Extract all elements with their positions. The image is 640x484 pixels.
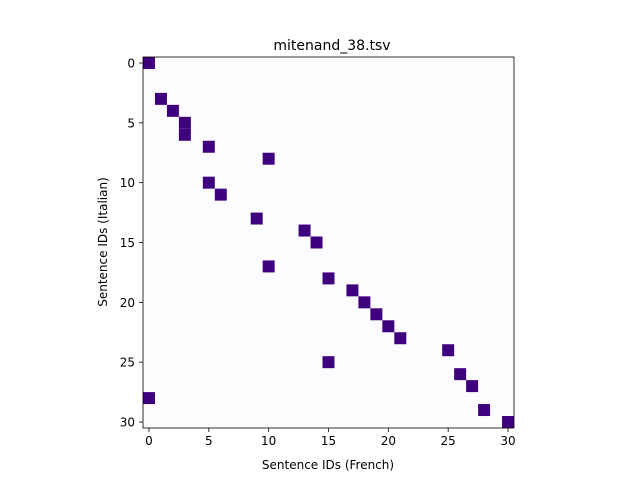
y-tick-label: 30	[120, 416, 135, 430]
heatmap-cell	[143, 57, 155, 69]
heatmap-cell	[502, 416, 514, 428]
x-tick-label: 30	[500, 434, 515, 448]
heatmap-cell	[322, 356, 335, 369]
heatmap-cell	[394, 332, 407, 345]
x-axis: 0 5 10 15 20 25 30	[145, 428, 516, 448]
x-tick-label: 15	[321, 434, 336, 448]
y-tick-label: 20	[120, 296, 135, 310]
y-axis-label: Sentence IDs (Italian)	[96, 177, 110, 307]
y-tick-label: 15	[120, 236, 135, 250]
x-tick-label: 0	[145, 434, 153, 448]
plot-area	[142, 56, 515, 429]
x-tick-label: 10	[261, 434, 276, 448]
heatmap-cell	[370, 308, 383, 321]
heatmap-cell	[202, 140, 215, 153]
y-tick-label: 10	[120, 176, 135, 190]
heatmap-cell	[178, 128, 191, 141]
heatmap-cell	[322, 272, 335, 285]
heatmap-cell	[466, 380, 479, 393]
heatmap-cell	[202, 176, 215, 189]
heatmap-cell	[143, 392, 155, 405]
heatmap-cell	[250, 212, 263, 225]
x-axis-label: Sentence IDs (French)	[262, 458, 394, 472]
heatmap-cell	[298, 224, 311, 237]
y-tick-label: 5	[127, 116, 135, 130]
heatmap-cell	[262, 260, 275, 273]
x-tick-label: 20	[381, 434, 396, 448]
heatmap-cell	[262, 152, 275, 165]
y-tick-label: 25	[120, 356, 135, 370]
heatmap-cell	[454, 368, 467, 381]
y-axis: 0 5 10 15 20 25 30	[120, 56, 143, 430]
heatmap-cell	[178, 116, 191, 129]
heatmap-cell	[346, 284, 359, 297]
heatmap-cell	[478, 404, 491, 417]
y-tick-label: 0	[127, 56, 135, 70]
chart-title: mitenand_38.tsv	[273, 38, 390, 54]
x-tick-label: 5	[205, 434, 213, 448]
heatmap-cell	[154, 92, 167, 105]
heatmap-cell	[358, 296, 371, 309]
heatmap-cell	[310, 236, 323, 249]
heatmap-cell	[166, 104, 179, 117]
heatmap-cell	[382, 320, 395, 333]
x-tick-label: 25	[441, 434, 456, 448]
heatmap-cell	[214, 188, 227, 201]
heatmap-cell	[442, 344, 455, 357]
